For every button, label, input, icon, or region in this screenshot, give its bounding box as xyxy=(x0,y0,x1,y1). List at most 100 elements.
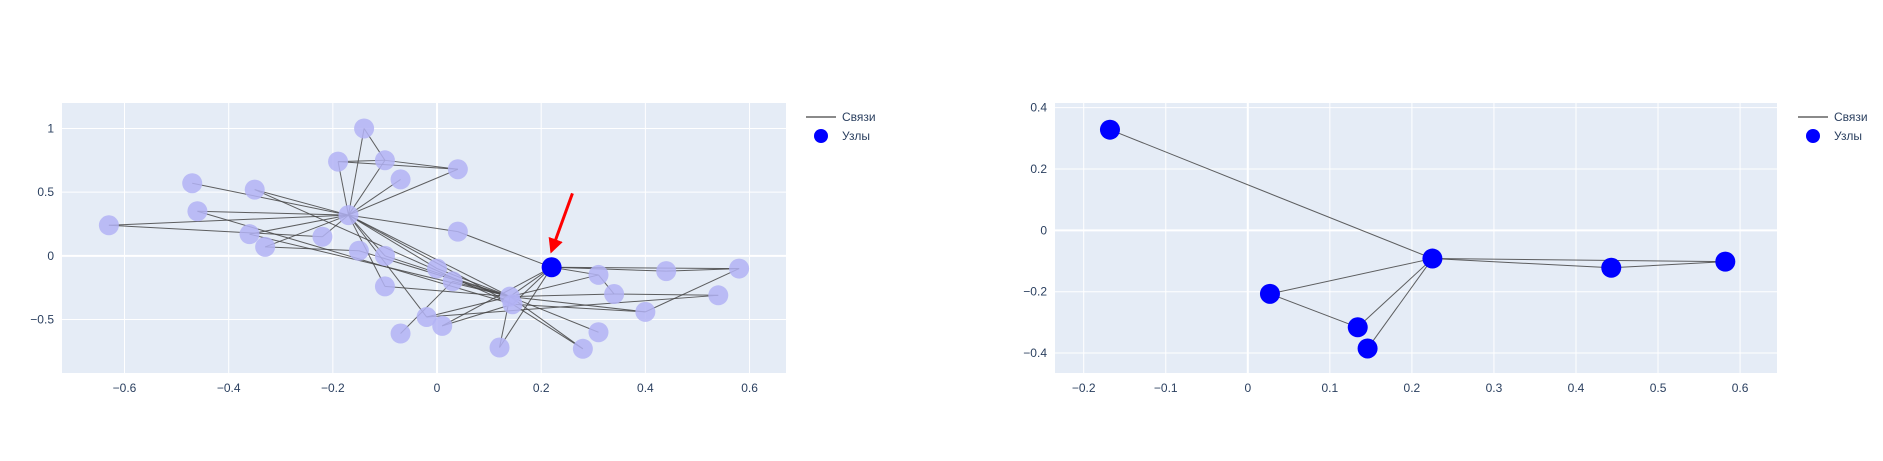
edge-line xyxy=(348,179,401,216)
node-marker[interactable] xyxy=(374,150,395,171)
node-marker[interactable] xyxy=(656,261,677,282)
edge-line xyxy=(197,210,349,216)
edge-line xyxy=(1432,258,1612,269)
node-marker[interactable] xyxy=(427,258,448,279)
node-marker[interactable] xyxy=(447,221,468,242)
edge-line xyxy=(426,294,719,318)
plot-area xyxy=(1055,103,1777,373)
legend-item-label[interactable]: Узлы xyxy=(842,129,870,143)
edge-line xyxy=(614,293,719,296)
node-marker[interactable] xyxy=(1259,283,1280,304)
legend-item-label[interactable]: Узлы xyxy=(1834,129,1862,143)
node-marker[interactable] xyxy=(354,118,375,139)
node-marker[interactable] xyxy=(182,173,203,194)
edge-line xyxy=(347,128,365,216)
node-marker[interactable] xyxy=(442,271,463,292)
node-marker[interactable] xyxy=(432,315,453,336)
node-marker[interactable] xyxy=(239,224,260,245)
edge-line xyxy=(512,303,646,313)
edge-line xyxy=(348,214,438,269)
x-tick-label: −0.4 xyxy=(217,381,241,395)
edge-line xyxy=(249,233,511,298)
node-marker[interactable] xyxy=(312,226,333,247)
y-tick-label: 0.4 xyxy=(1030,101,1047,115)
edge-line xyxy=(441,266,552,327)
edge-line xyxy=(1611,261,1726,269)
y-tick-label: 0.2 xyxy=(1030,162,1047,176)
node-marker[interactable] xyxy=(588,322,609,343)
node-marker[interactable] xyxy=(255,236,276,257)
edges-trace xyxy=(1109,129,1726,349)
edge-line xyxy=(348,160,386,216)
node-marker[interactable] xyxy=(1715,251,1736,272)
node-marker[interactable] xyxy=(489,337,510,358)
y-tick-label: −0.4 xyxy=(1023,346,1047,360)
node-marker[interactable] xyxy=(729,258,750,279)
y-tick-label: −0.2 xyxy=(1023,285,1047,299)
node-marker[interactable] xyxy=(374,245,395,266)
node-marker[interactable] xyxy=(390,323,411,344)
node-marker[interactable] xyxy=(348,240,369,261)
node-marker[interactable] xyxy=(635,301,656,322)
edge-line xyxy=(1269,258,1433,295)
node-marker[interactable] xyxy=(187,201,208,222)
x-tick-label: −0.6 xyxy=(113,381,137,395)
node-marker[interactable] xyxy=(1601,257,1622,278)
x-tick-label: 0.4 xyxy=(1568,381,1585,395)
edge-line xyxy=(1109,129,1433,260)
edge-line xyxy=(249,214,349,235)
edge-line xyxy=(426,296,511,318)
edge-line xyxy=(192,182,349,216)
legend-item-label[interactable]: Связи xyxy=(1834,110,1868,124)
node-marker[interactable] xyxy=(1422,248,1443,269)
x-tick-label: 0.2 xyxy=(533,381,550,395)
y-tick-label: 1 xyxy=(47,121,54,135)
x-tick-label: 0.2 xyxy=(1404,381,1421,395)
node-marker[interactable] xyxy=(447,159,468,180)
edge-line xyxy=(348,214,428,318)
edge-line xyxy=(1269,293,1358,328)
node-marker[interactable] xyxy=(708,285,729,306)
edge-line xyxy=(666,268,740,272)
edge-line xyxy=(254,189,349,216)
node-marker[interactable] xyxy=(374,276,395,297)
edge-line xyxy=(551,266,667,272)
node-marker[interactable] xyxy=(390,169,411,190)
y-tick-label: 0 xyxy=(1040,223,1047,237)
node-marker[interactable] xyxy=(1357,338,1378,359)
node-marker[interactable] xyxy=(416,306,437,327)
node-marker[interactable] xyxy=(244,179,265,200)
x-tick-label: −0.1 xyxy=(1154,381,1178,395)
node-marker[interactable] xyxy=(1347,317,1368,338)
x-tick-label: 0.1 xyxy=(1322,381,1339,395)
highlighted-node-marker[interactable] xyxy=(541,257,562,278)
legend-marker-symbol xyxy=(1806,129,1820,143)
edge-line xyxy=(442,303,513,327)
node-marker[interactable] xyxy=(502,294,523,315)
edge-line xyxy=(348,214,511,298)
nodes-trace xyxy=(98,118,750,359)
x-tick-label: 0.6 xyxy=(741,381,758,395)
edge-line xyxy=(384,285,510,298)
node-marker[interactable] xyxy=(572,338,593,359)
node-marker[interactable] xyxy=(338,205,359,226)
edge-line xyxy=(108,224,323,238)
edge-line xyxy=(1357,258,1433,328)
edge-line xyxy=(264,214,349,248)
edge-line xyxy=(509,296,646,313)
node-marker[interactable] xyxy=(588,264,609,285)
y-tick-label: −0.5 xyxy=(30,313,54,327)
node-marker[interactable] xyxy=(604,284,625,305)
edge-line xyxy=(457,231,552,268)
x-tick-label: −0.2 xyxy=(1072,381,1096,395)
nodes-trace xyxy=(1099,119,1736,359)
node-marker[interactable] xyxy=(98,215,119,236)
node-marker[interactable] xyxy=(328,151,349,172)
legend[interactable]: Связи Узлы xyxy=(1798,110,1868,143)
node-marker[interactable] xyxy=(1099,119,1120,140)
legend-item-label[interactable]: Связи xyxy=(842,110,876,124)
edge-line xyxy=(645,268,740,313)
legend[interactable]: Связи Узлы xyxy=(806,110,876,143)
x-tick-label: 0 xyxy=(434,381,441,395)
